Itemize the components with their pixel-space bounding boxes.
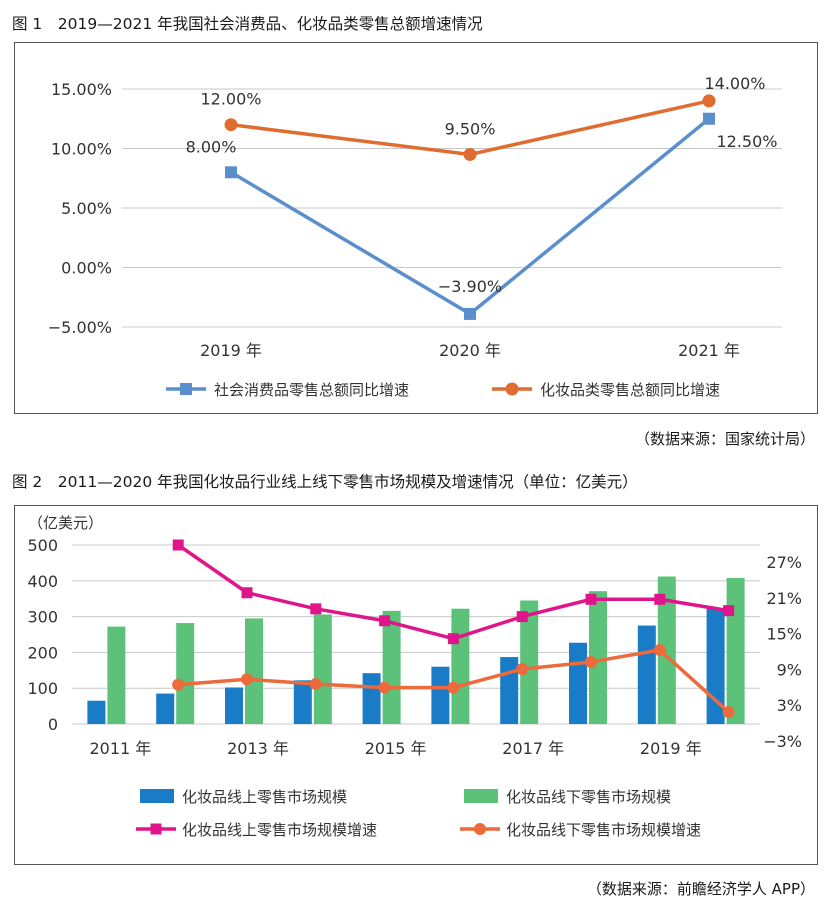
y2-tick-label: 9% xyxy=(777,660,802,679)
cosmetics-retail-point xyxy=(702,94,716,108)
data-label: 8.00% xyxy=(186,137,237,156)
online-growth-point xyxy=(585,593,597,605)
figure1-frame xyxy=(14,42,818,414)
data-label: 12.50% xyxy=(716,132,777,151)
y2-tick-label: 15% xyxy=(766,625,802,644)
online-growth-point xyxy=(654,593,666,605)
y2-tick-label: −3% xyxy=(763,732,802,751)
figure1-chart: 15.00% 10.00% 5.00% 0.00% −5.00% 2019 年 2020 年… xyxy=(48,74,782,399)
legend-online-growth-label: 化妆品线上零售市场规模增速 xyxy=(182,821,377,839)
social-retail-point xyxy=(225,166,237,179)
offline-bar xyxy=(107,626,126,724)
legend-online-growth-marker xyxy=(150,823,162,835)
offline-growth-point xyxy=(722,706,735,719)
offline-growth-point xyxy=(516,663,529,676)
data-label: 14.00% xyxy=(704,74,765,93)
figure2-source: （数据来源：前瞻经济学人 APP） xyxy=(586,880,815,898)
online-growth-point xyxy=(172,539,184,551)
y-tick-label: 500 xyxy=(27,536,58,555)
offline-growth-point xyxy=(172,678,185,691)
y-tick-label: 100 xyxy=(27,679,58,698)
legend-online-bar-swatch xyxy=(140,789,174,803)
offline-bar xyxy=(176,623,195,724)
offline-growth-point xyxy=(447,681,460,694)
x-tick-label: 2021 年 xyxy=(678,341,740,360)
online-bar xyxy=(362,673,381,724)
legend-cosmetics-retail-label: 化妆品类零售总额同比增速 xyxy=(540,381,720,399)
x-tick-label: 2015 年 xyxy=(365,739,427,758)
online-growth-point xyxy=(723,605,735,617)
offline-bar xyxy=(726,577,745,724)
legend-online-bar-label: 化妆品线上零售市场规模 xyxy=(182,788,347,806)
offline-bar xyxy=(451,608,470,724)
y-tick-label: 400 xyxy=(27,572,58,591)
figure2-chart: （亿美元） 500 400 300 200 100 0 27% 21% 15% 9% 3% −3% 201… xyxy=(27,514,802,839)
offline-bar xyxy=(313,614,332,724)
legend-cosmetics-retail-marker xyxy=(505,382,519,396)
y-axis-unit-label: （亿美元） xyxy=(28,514,103,532)
x-tick-label: 2020 年 xyxy=(439,341,501,360)
offline-growth-point xyxy=(653,644,666,657)
y-tick-label: 200 xyxy=(27,643,58,662)
social-retail-point xyxy=(464,307,476,320)
y2-tick-label: 27% xyxy=(766,553,802,572)
y2-tick-label: 21% xyxy=(766,589,802,608)
data-label: 9.50% xyxy=(445,119,496,138)
online-bar xyxy=(431,666,450,724)
x-tick-label: 2011 年 xyxy=(89,739,151,758)
x-tick-label: 2013 年 xyxy=(227,739,289,758)
cosmetics-retail-point xyxy=(463,147,477,161)
offline-bar xyxy=(520,600,539,724)
data-label: −3.90% xyxy=(438,277,502,296)
data-label: 12.00% xyxy=(200,90,261,109)
legend-offline-growth-label: 化妆品线下零售市场规模增速 xyxy=(506,821,701,839)
online-bar xyxy=(569,642,587,724)
legend-offline-bar-label: 化妆品线下零售市场规模 xyxy=(506,788,671,806)
social-retail-point xyxy=(703,112,715,125)
online-growth-point xyxy=(310,603,322,615)
online-growth-point xyxy=(241,587,253,599)
offline-bar xyxy=(382,610,401,724)
offline-bar xyxy=(657,576,676,724)
legend-offline-growth-marker xyxy=(474,823,486,835)
online-bar xyxy=(87,700,106,724)
figure2-frame xyxy=(14,505,818,865)
offline-growth-point xyxy=(241,673,253,686)
legend-offline-bar-swatch xyxy=(464,789,498,803)
cosmetics-retail-point xyxy=(224,118,238,132)
x-tick-label: 2019 年 xyxy=(640,739,702,758)
online-growth-point xyxy=(379,615,391,627)
online-bar xyxy=(156,693,175,724)
y-tick-label: 15.00% xyxy=(51,80,112,99)
offline-growth-point xyxy=(309,678,322,691)
online-bar xyxy=(293,680,312,724)
online-bar xyxy=(500,657,519,724)
figure1-title: 图 1 2019—2021 年我国社会消费品、化妆品类零售总额增速情况 xyxy=(12,15,483,33)
online-growth-point xyxy=(516,611,528,623)
legend-social-retail-marker xyxy=(180,383,192,395)
y-tick-label: −5.00% xyxy=(48,318,112,337)
y-tick-label: 10.00% xyxy=(51,140,112,159)
offline-bar xyxy=(245,618,263,724)
y2-tick-label: 3% xyxy=(777,696,802,715)
legend-social-retail-label: 社会消费品零售总额同比增速 xyxy=(214,381,409,399)
offline-bar xyxy=(589,591,607,724)
offline-growth-point xyxy=(378,681,391,694)
online-growth-point xyxy=(447,633,459,645)
x-tick-label: 2019 年 xyxy=(200,341,262,360)
y-tick-label: 0 xyxy=(48,715,58,734)
y-tick-label: 300 xyxy=(27,608,58,627)
online-bar xyxy=(637,625,656,724)
figure2-title: 图 2 2011—2020 年我国化妆品行业线上线下零售市场规模及增速情况（单位… xyxy=(12,473,638,491)
y-tick-label: 0.00% xyxy=(61,259,112,278)
x-tick-label: 2017 年 xyxy=(502,739,564,758)
online-bar xyxy=(225,687,243,724)
figure1-source: （数据来源：国家统计局） xyxy=(634,430,815,448)
offline-growth-point xyxy=(585,655,597,668)
y-tick-label: 5.00% xyxy=(61,199,112,218)
